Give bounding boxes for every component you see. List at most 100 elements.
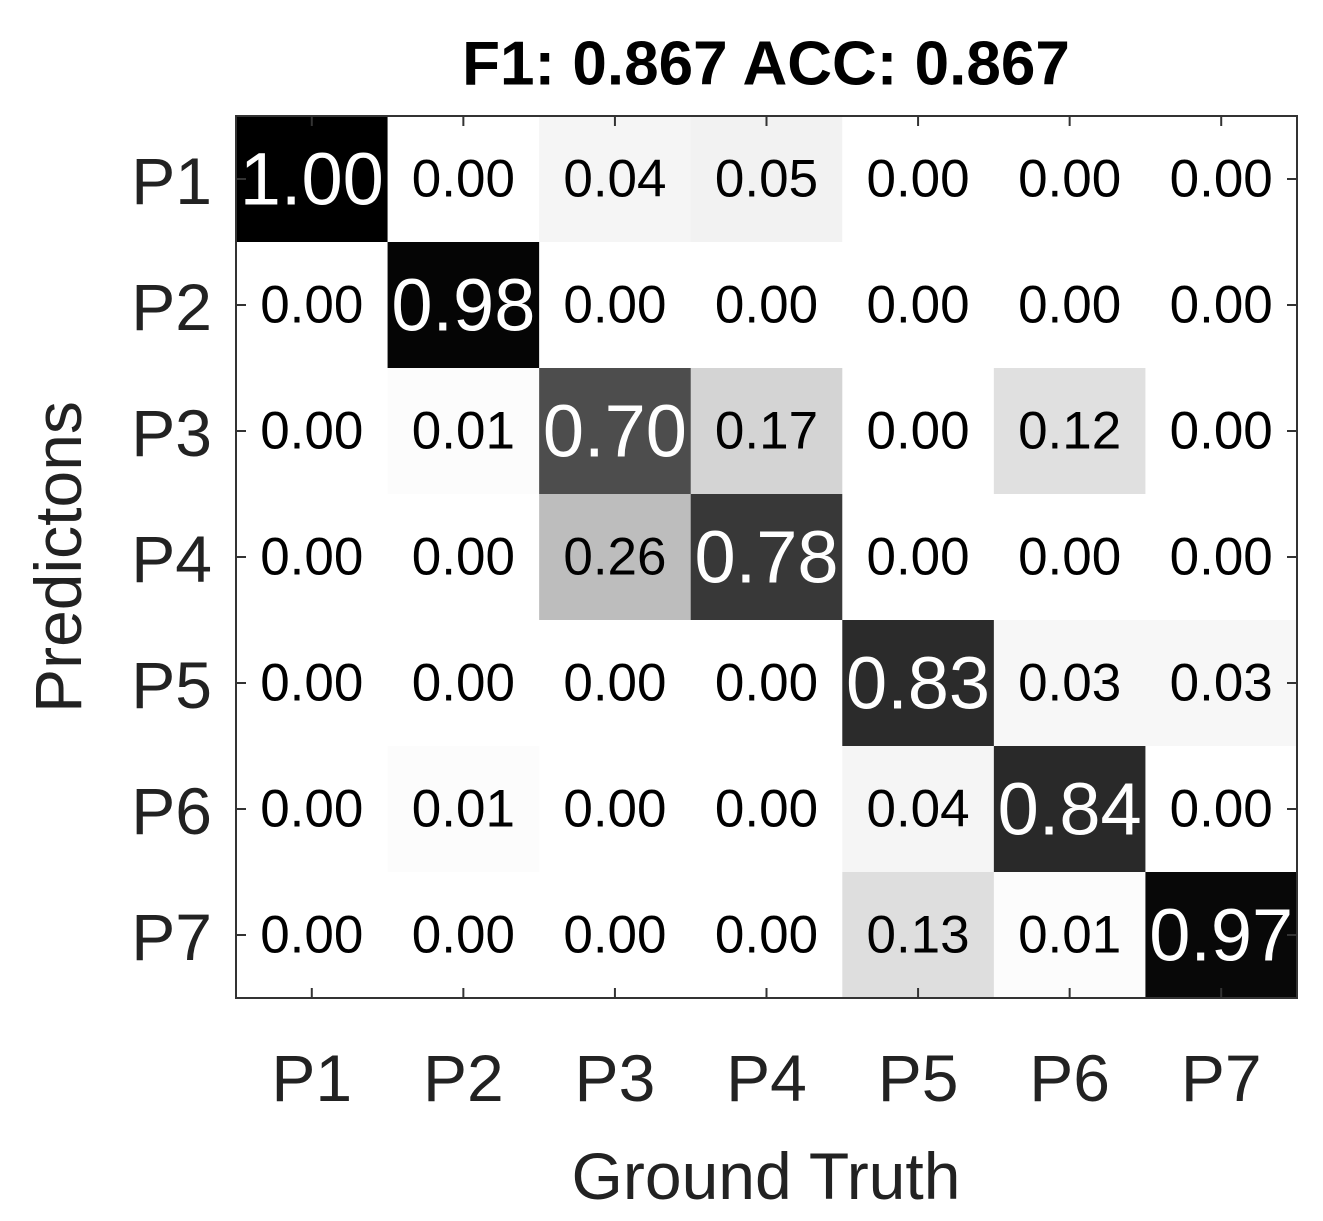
heatmap-cell (1145, 116, 1298, 243)
cell-label: 0.00 (412, 654, 515, 713)
cell-label: 0.00 (715, 906, 818, 965)
heatmap-cell (236, 746, 389, 873)
heatmap-cell (539, 872, 692, 999)
heatmap-cell (993, 872, 1146, 999)
y-tick-label: P3 (131, 396, 212, 470)
cell-label: 0.00 (260, 654, 363, 713)
heatmap-cell (993, 242, 1146, 369)
heatmap-cell (1145, 620, 1298, 747)
heatmap-cell (236, 872, 389, 999)
cell-label: 0.04 (563, 150, 666, 209)
cell-label: 0.70 (543, 390, 687, 473)
heatmap-cell (993, 746, 1146, 873)
cell-label: 1.00 (240, 138, 384, 221)
heatmap-cell (387, 368, 540, 495)
cell-label: 0.00 (260, 402, 363, 461)
heatmap-cell (1145, 872, 1298, 999)
cell-label: 0.12 (1018, 402, 1121, 461)
heatmap-cell (690, 368, 843, 495)
cell-label: 0.00 (563, 780, 666, 839)
cell-label: 0.00 (866, 528, 969, 587)
cell-label: 0.01 (412, 402, 515, 461)
heatmap-cell (993, 494, 1146, 621)
heatmap-cell (387, 746, 540, 873)
heatmap-cell (387, 116, 540, 243)
cell-label: 0.00 (412, 528, 515, 587)
x-tick-label: P5 (878, 1041, 959, 1115)
y-tick-label: P5 (131, 648, 212, 722)
cell-label: 0.00 (1170, 402, 1273, 461)
heatmap-cell (539, 242, 692, 369)
x-axis-label: Ground Truth (572, 1139, 961, 1213)
chart-title: F1: 0.867 ACC: 0.867 (462, 30, 1070, 99)
x-tick-label: P7 (1181, 1041, 1262, 1115)
cell-label: 0.00 (866, 150, 969, 209)
cell-label: 0.00 (563, 276, 666, 335)
x-tick-label: P2 (423, 1041, 504, 1115)
cell-label: 0.00 (1018, 528, 1121, 587)
cell-label: 0.00 (1018, 276, 1121, 335)
heatmap-cell (387, 872, 540, 999)
cell-label: 0.00 (412, 906, 515, 965)
cell-label: 0.05 (715, 150, 818, 209)
y-tick-label: P2 (131, 270, 212, 344)
cell-label: 0.00 (1170, 150, 1273, 209)
heatmap-cell (993, 368, 1146, 495)
heatmap-cell (539, 368, 692, 495)
heatmap-cell (842, 620, 995, 747)
cell-label: 0.84 (998, 768, 1142, 851)
cell-label: 0.04 (866, 780, 969, 839)
heatmap-cell (993, 116, 1146, 243)
heatmap-cell (387, 494, 540, 621)
heatmap-cell (993, 620, 1146, 747)
heatmap-cell (387, 242, 540, 369)
cell-label: 0.83 (846, 642, 990, 725)
heatmap-cell (236, 116, 389, 243)
y-tick-label: P7 (131, 900, 212, 974)
cell-label: 0.00 (715, 780, 818, 839)
cell-label: 0.00 (260, 276, 363, 335)
cell-label: 0.00 (1170, 528, 1273, 587)
cell-label: 0.00 (260, 906, 363, 965)
cell-label: 0.00 (412, 150, 515, 209)
heatmap-cell (539, 116, 692, 243)
heatmap-cell (236, 620, 389, 747)
cell-label: 0.17 (715, 402, 818, 461)
heatmap-cell (539, 620, 692, 747)
x-tick-label: P3 (575, 1041, 656, 1115)
y-tick-label: P4 (131, 522, 212, 596)
cell-label: 0.00 (1018, 150, 1121, 209)
cell-label: 0.00 (260, 528, 363, 587)
x-tick-label: P6 (1029, 1041, 1110, 1115)
cell-label: 0.00 (866, 276, 969, 335)
cell-label: 0.00 (1170, 780, 1273, 839)
cell-label: 0.01 (412, 780, 515, 839)
x-tick-label: P1 (271, 1041, 352, 1115)
heatmap-cell (1145, 494, 1298, 621)
heatmap-cell (842, 242, 995, 369)
cell-label: 0.01 (1018, 906, 1121, 965)
heatmap-cell (842, 746, 995, 873)
heatmap-cell (842, 872, 995, 999)
cell-label: 0.97 (1149, 894, 1293, 977)
cell-label: 0.00 (260, 780, 363, 839)
heatmap-cell (690, 872, 843, 999)
cell-label: 0.78 (694, 516, 838, 599)
cell-label: 0.03 (1170, 654, 1273, 713)
y-tick-label: P6 (131, 774, 212, 848)
heatmap-cell (842, 368, 995, 495)
heatmap-cell (539, 746, 692, 873)
heatmap-cell (387, 620, 540, 747)
cell-label: 0.26 (563, 528, 666, 587)
heatmap-cell (690, 620, 843, 747)
heatmap-cell (690, 242, 843, 369)
cell-label: 0.00 (1170, 276, 1273, 335)
y-axis-label: Predictons (21, 401, 95, 713)
heatmap-cell (690, 746, 843, 873)
heatmap-cell (236, 242, 389, 369)
heatmap-cell (1145, 368, 1298, 495)
heatmap-cell (1145, 746, 1298, 873)
cell-label: 0.00 (563, 906, 666, 965)
y-tick-label: P1 (131, 144, 212, 218)
